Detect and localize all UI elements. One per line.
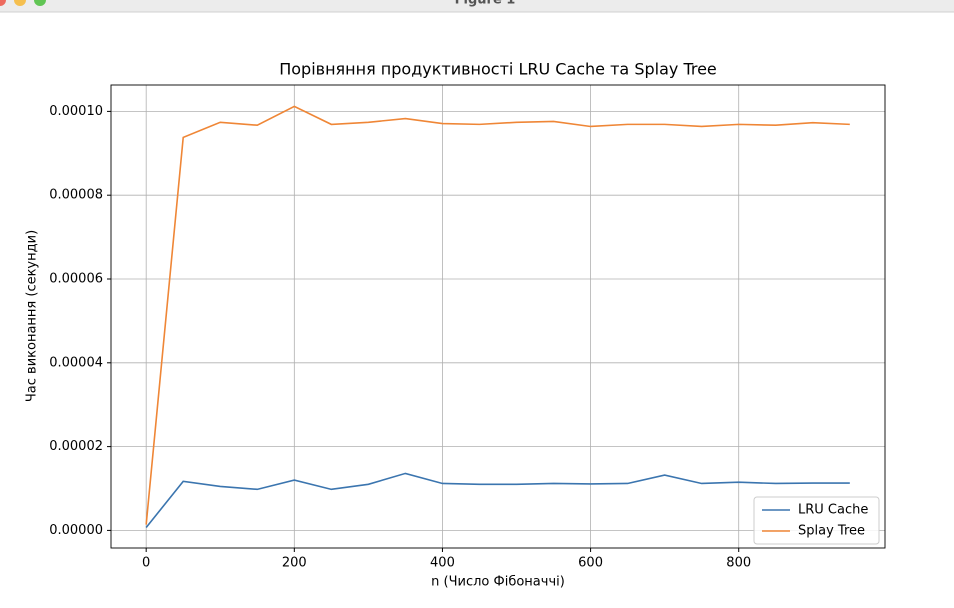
y-tick-label: 0.00010	[49, 104, 103, 119]
legend-label: Splay Tree	[798, 524, 865, 539]
zoom-button[interactable]	[34, 0, 46, 6]
legend-label: LRU Cache	[798, 503, 868, 518]
y-tick-label: 0.00008	[49, 188, 103, 203]
x-tick-label: 600	[578, 556, 603, 571]
window-title: Figure 1	[455, 0, 516, 8]
plot-frame	[110, 84, 886, 549]
legend-box	[753, 496, 880, 545]
title-bar	[0, 0, 954, 12]
x-axis-label: n (Число Фібоначчі)	[431, 575, 565, 590]
y-tick-label: 0.00006	[49, 271, 103, 286]
x-tick-label: 0	[142, 556, 150, 571]
x-tick-label: 200	[282, 556, 307, 571]
y-tick-label: 0.00004	[49, 355, 103, 370]
x-tick-label: 400	[430, 556, 455, 571]
minimize-button[interactable]	[14, 0, 26, 6]
y-tick-label: 0.00002	[49, 439, 103, 454]
series-line	[145, 472, 850, 528]
x-tick-label: 800	[726, 556, 751, 571]
y-axis-label: Час виконання (секунди)	[25, 230, 40, 402]
chart-title: Порівняння продуктивності LRU Cache та S…	[279, 60, 717, 79]
close-button[interactable]	[0, 0, 6, 6]
y-tick-label: 0.00000	[49, 523, 103, 538]
series-line	[145, 105, 850, 525]
